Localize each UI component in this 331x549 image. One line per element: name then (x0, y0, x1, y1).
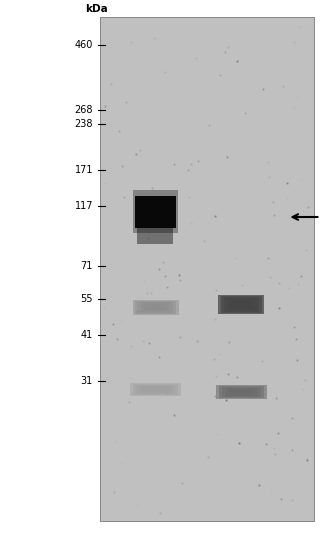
Text: 55: 55 (80, 294, 93, 304)
Text: 71: 71 (81, 261, 93, 271)
Bar (136, 385, 175, 394)
Text: kDa: kDa (85, 4, 108, 14)
Bar (146, 304, 165, 310)
Bar (135, 301, 176, 314)
Bar (135, 195, 176, 227)
Bar (141, 302, 170, 312)
Bar (144, 304, 167, 311)
Text: 268: 268 (74, 105, 93, 115)
Bar (224, 298, 259, 312)
Text: 238: 238 (74, 119, 93, 129)
Bar (226, 299, 256, 311)
Bar (231, 389, 252, 395)
Bar (137, 227, 173, 244)
Bar (145, 387, 166, 392)
Bar (222, 387, 260, 397)
Text: 31: 31 (81, 376, 93, 386)
Bar (132, 300, 179, 315)
Bar (142, 386, 169, 393)
Text: 171: 171 (74, 165, 93, 176)
Bar (216, 385, 267, 399)
Bar (219, 386, 264, 398)
Bar (229, 300, 253, 310)
Bar (133, 384, 178, 395)
Bar (228, 389, 255, 396)
Text: 41: 41 (81, 330, 93, 340)
Bar (130, 383, 181, 395)
Bar (218, 295, 264, 314)
Bar (221, 296, 261, 313)
Bar (232, 301, 251, 309)
Bar (133, 190, 178, 233)
Bar (139, 385, 172, 393)
Bar (100, 17, 314, 521)
Bar (138, 301, 173, 313)
Bar (225, 388, 258, 396)
Text: 117: 117 (74, 201, 93, 211)
Text: 460: 460 (74, 40, 93, 49)
